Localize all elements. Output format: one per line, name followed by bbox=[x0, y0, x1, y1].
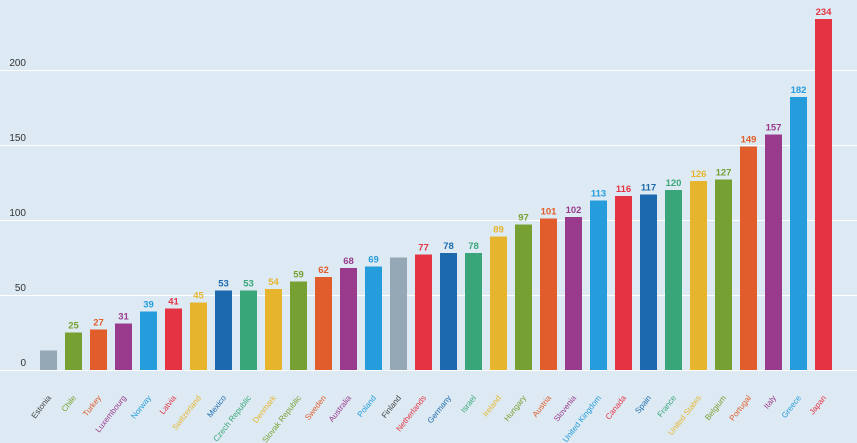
bar-value-label: 78 bbox=[468, 241, 479, 252]
category-label: Spain bbox=[633, 394, 653, 416]
y-tick-label: 50 bbox=[15, 283, 27, 294]
category-label: Estonia bbox=[30, 393, 54, 420]
bar-value-label: 62 bbox=[318, 265, 329, 276]
category-label: Belgium bbox=[703, 393, 728, 422]
y-tick-label: 0 bbox=[20, 358, 26, 369]
bar-value-label: 77 bbox=[418, 243, 429, 254]
bar bbox=[265, 289, 282, 370]
category-label: Slovenia bbox=[552, 393, 578, 423]
bar-value-label: 31 bbox=[118, 312, 129, 323]
bar-value-label: 39 bbox=[143, 300, 154, 311]
bar bbox=[215, 290, 232, 370]
bar bbox=[90, 329, 107, 370]
bar-value-label: 113 bbox=[591, 189, 606, 200]
category-label: Germany bbox=[426, 394, 453, 425]
y-tick-label: 200 bbox=[9, 58, 26, 69]
bar-value-label: 41 bbox=[168, 297, 179, 308]
category-label: Turkey bbox=[81, 394, 103, 419]
bar-value-label: 54 bbox=[268, 277, 279, 288]
bar-value-label: 45 bbox=[193, 291, 204, 302]
bar bbox=[490, 236, 507, 370]
category-label: Poland bbox=[356, 394, 378, 419]
bar bbox=[165, 308, 182, 370]
bar bbox=[290, 281, 307, 370]
bar-value-label: 157 bbox=[766, 123, 782, 134]
bar bbox=[240, 290, 257, 370]
category-label: Austria bbox=[531, 393, 554, 419]
bar bbox=[640, 194, 657, 370]
category-label: Israel bbox=[459, 394, 478, 415]
bar-value-label: 126 bbox=[691, 169, 707, 180]
bar bbox=[615, 196, 632, 370]
category-label: Australia bbox=[327, 393, 354, 424]
bar-value-label: 234 bbox=[816, 7, 833, 18]
bar-value-label: 89 bbox=[493, 225, 504, 236]
category-label: Finland bbox=[380, 394, 403, 420]
bar bbox=[140, 311, 157, 370]
bar-value-label: 127 bbox=[716, 168, 732, 179]
category-label: Chile bbox=[60, 393, 79, 413]
bar-value-label: 27 bbox=[93, 318, 104, 329]
bar bbox=[715, 179, 732, 370]
bar-value-label: 53 bbox=[218, 279, 229, 290]
category-label: Sweden bbox=[303, 394, 328, 422]
category-label: Norway bbox=[129, 394, 153, 421]
bar-value-label: 182 bbox=[791, 85, 807, 96]
bar bbox=[365, 266, 382, 370]
bar bbox=[815, 19, 832, 370]
bar bbox=[590, 200, 607, 370]
bar bbox=[440, 253, 457, 370]
bar-value-label: 102 bbox=[566, 205, 582, 216]
bar bbox=[540, 218, 557, 370]
bar-value-label: 116 bbox=[616, 184, 631, 195]
bar bbox=[340, 268, 357, 370]
category-label: Latvia bbox=[158, 393, 179, 416]
bar-value-label: 120 bbox=[666, 178, 682, 189]
category-label: Japan bbox=[808, 394, 829, 417]
bar bbox=[390, 257, 407, 370]
bar bbox=[690, 181, 707, 370]
bar bbox=[465, 253, 482, 370]
bar-value-label: 117 bbox=[641, 183, 656, 194]
category-label: Ireland bbox=[481, 394, 503, 419]
bar-value-label: 69 bbox=[368, 255, 379, 266]
category-label: Greece bbox=[780, 393, 804, 420]
bar bbox=[115, 323, 132, 370]
bar bbox=[65, 332, 82, 370]
bar-value-label: 59 bbox=[293, 270, 304, 281]
bar bbox=[565, 217, 582, 370]
bar bbox=[315, 277, 332, 370]
bar bbox=[190, 302, 207, 370]
bar-value-label: 149 bbox=[741, 135, 757, 146]
category-label: Canada bbox=[604, 393, 629, 421]
category-label: France bbox=[656, 393, 679, 419]
category-label: Portugal bbox=[728, 394, 754, 423]
y-tick-label: 100 bbox=[9, 208, 26, 219]
bar bbox=[740, 146, 757, 370]
bar-value-label: 68 bbox=[343, 256, 354, 267]
bar-value-label: 25 bbox=[68, 321, 79, 332]
category-label: Hungary bbox=[502, 394, 528, 423]
bar bbox=[765, 134, 782, 370]
bar-value-label: 97 bbox=[518, 213, 529, 224]
bar-value-label: 78 bbox=[443, 241, 454, 252]
bar bbox=[515, 224, 532, 370]
bar-value-label: 53 bbox=[243, 279, 254, 290]
bar bbox=[415, 254, 432, 370]
bar-value-label: 101 bbox=[541, 207, 558, 218]
bar bbox=[790, 97, 807, 370]
bar bbox=[665, 190, 682, 370]
bar bbox=[40, 350, 57, 370]
y-tick-label: 150 bbox=[9, 133, 26, 144]
category-label: Mexico bbox=[205, 393, 228, 419]
category-label: Italy bbox=[762, 394, 778, 411]
